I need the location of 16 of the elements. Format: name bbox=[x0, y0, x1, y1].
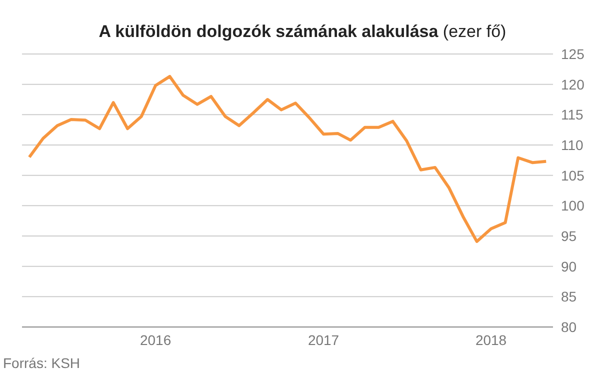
y-tick-label: 105 bbox=[561, 167, 585, 184]
x-tick-label: 2016 bbox=[140, 332, 172, 348]
y-tick-label: 120 bbox=[561, 76, 585, 92]
y-tick-label: 100 bbox=[561, 198, 585, 214]
x-tick-label: 2018 bbox=[475, 332, 507, 348]
y-tick-label: 90 bbox=[561, 258, 577, 274]
y-tick-label: 85 bbox=[561, 288, 577, 305]
text: Forrás: KSH bbox=[3, 355, 80, 371]
line-series bbox=[28, 74, 548, 243]
y-tick-label: 95 bbox=[561, 228, 577, 244]
y-tick-label: 125 bbox=[561, 46, 585, 62]
y-tick-label: 110 bbox=[561, 136, 584, 153]
y-tick-label: 115 bbox=[561, 106, 584, 123]
x-tick-label: 2017 bbox=[308, 332, 340, 348]
chart-title: A külföldön dolgozók számának alakulása (ezer fő) bbox=[98, 22, 506, 41]
y-tick-label: 80 bbox=[561, 318, 577, 335]
